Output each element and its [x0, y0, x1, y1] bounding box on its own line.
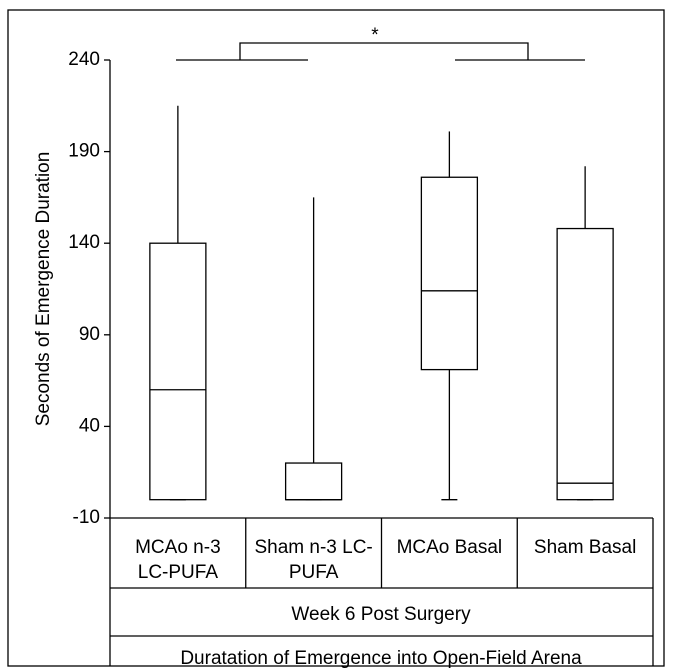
y-tick-label: 40 — [79, 415, 100, 436]
y-tick-label: 140 — [68, 232, 100, 253]
group-label: Week 6 Post Surgery — [291, 604, 471, 625]
box — [284, 462, 343, 501]
significance-bracket — [239, 42, 529, 60]
y-axis-title: Seconds of Emergence Duration — [33, 152, 54, 427]
x-tick-label: Sham Basal — [534, 537, 636, 558]
annotation: * — [371, 25, 379, 46]
box — [149, 242, 207, 501]
x-tick-label: MCAo n-3 — [135, 537, 221, 558]
x-tick-label: MCAo Basal — [397, 537, 503, 558]
x-axis-title: Duratation of Emergence into Open-Field … — [180, 648, 582, 669]
x-tick-label: PUFA — [289, 562, 339, 583]
y-tick-label: 190 — [68, 141, 100, 162]
x-tick-label: LC-PUFA — [138, 562, 219, 583]
frame — [7, 9, 665, 667]
y-tick-label: 90 — [79, 324, 100, 345]
y-tick-label: -10 — [73, 507, 100, 528]
x-tick-label: Sham n-3 LC- — [254, 537, 372, 558]
box — [556, 227, 614, 501]
box — [420, 176, 479, 371]
y-tick-label: 240 — [68, 49, 100, 70]
